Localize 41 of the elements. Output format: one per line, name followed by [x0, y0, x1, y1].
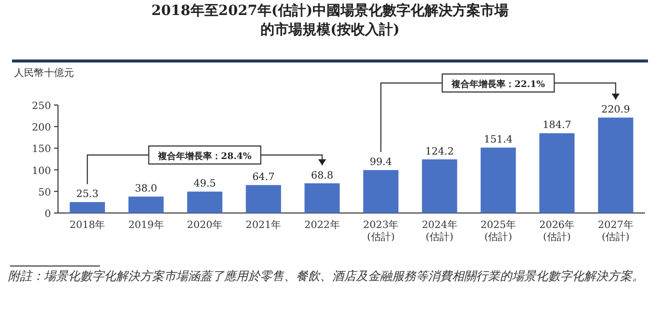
bar [304, 183, 340, 213]
bar [422, 159, 458, 213]
y-axis-title: 人民幣十億元 [14, 67, 74, 79]
data-label: 38.0 [134, 184, 158, 195]
text: 附註：場景化數字化解決方案市場涵蓋了應用於零售、餐飲、酒店及金融服務等消費相關行業的場景化數字化解決方案。 [8, 268, 645, 285]
y-tick-label: 100 [32, 166, 51, 177]
bar [598, 118, 634, 213]
data-label: 99.4 [370, 157, 392, 168]
data-label: 49.5 [194, 178, 216, 190]
data-label: 151.4 [484, 134, 513, 146]
data-label: 64.7 [252, 172, 275, 184]
x-tick-label: 2020年 [187, 219, 222, 231]
bar [128, 196, 164, 213]
data-label: 25.3 [76, 189, 98, 200]
y-tick-label: 200 [32, 122, 51, 134]
x-tick-label: 2022年 [304, 219, 340, 231]
y-tick-label: 50 [38, 187, 51, 198]
bar [480, 148, 516, 213]
y-tick-label: 150 [32, 144, 51, 156]
x-tick-label: 2019年 [128, 219, 164, 231]
text: 複合年增長率：22.1% [450, 79, 546, 90]
x-tick-label: 2023年 (估計) [363, 219, 399, 243]
data-label: 220.9 [601, 104, 630, 116]
annotation: 複合年增長率：28.4% [157, 151, 252, 162]
x-tick-label: 2018年 [70, 219, 106, 231]
y-tick-label: 250 [32, 101, 51, 112]
data-label: 184.7 [542, 120, 572, 132]
bar [246, 185, 282, 213]
data-label: 68.8 [311, 170, 334, 182]
x-tick-label: 2024年 (估計) [422, 219, 458, 243]
x-tick-label: 2021年 [246, 219, 282, 231]
y-tick-label: 0 [44, 209, 51, 220]
x-tick-label: 2027年 (估計) [598, 219, 634, 243]
chart-title: 2018年至2027年(估計)中國場景化數字化解決方案市場的市場規模(按收入計) [150, 2, 510, 40]
data-label: 124.2 [425, 146, 454, 158]
x-tick-label: 2026年 (估計) [539, 219, 575, 243]
bar [539, 133, 575, 213]
bar [187, 192, 222, 213]
bar [363, 170, 398, 213]
bar [70, 202, 105, 213]
x-tick-label: 2025年 (估計) [480, 219, 516, 243]
